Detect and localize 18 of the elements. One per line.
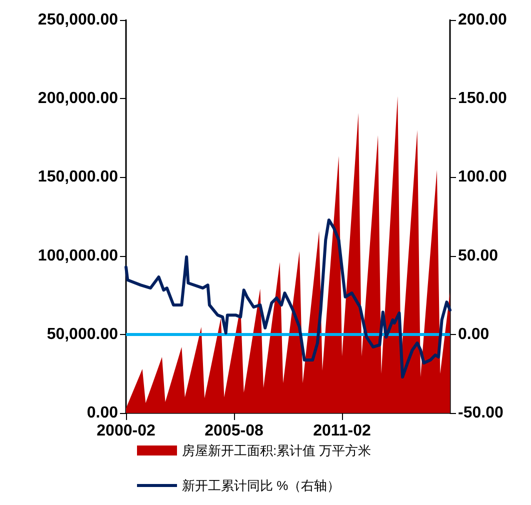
y2-tick-label: 200.00 [458,12,508,28]
x-tick-label: 2005-08 [204,422,264,440]
y-tick-label: 200,000.00 [38,90,118,108]
y-tick-label: 250,000.00 [38,12,118,28]
y2-tick-label: 150.00 [458,90,508,108]
y2-tick-label: -50.00 [458,404,504,422]
y-tick-label: 100,000.00 [38,247,118,264]
y-tick-label: 0.00 [86,404,118,422]
x-tick-label: 2000-02 [96,422,156,440]
x-tick-label: 2011-02 [313,422,372,440]
y2-tick-label: 100.00 [458,168,508,186]
y2-tick-label: 50.00 [458,247,498,264]
y2-tick-label: 0.00 [458,326,490,343]
y-tick-label: 150,000.00 [38,168,118,186]
legend-label: 新开工累计同比 %（右轴） [182,478,340,493]
line-series [124,218,452,378]
legend-label: 房屋新开工面积:累计值 万平方米 [182,443,372,458]
y-tick-label: 50,000.00 [46,326,118,343]
